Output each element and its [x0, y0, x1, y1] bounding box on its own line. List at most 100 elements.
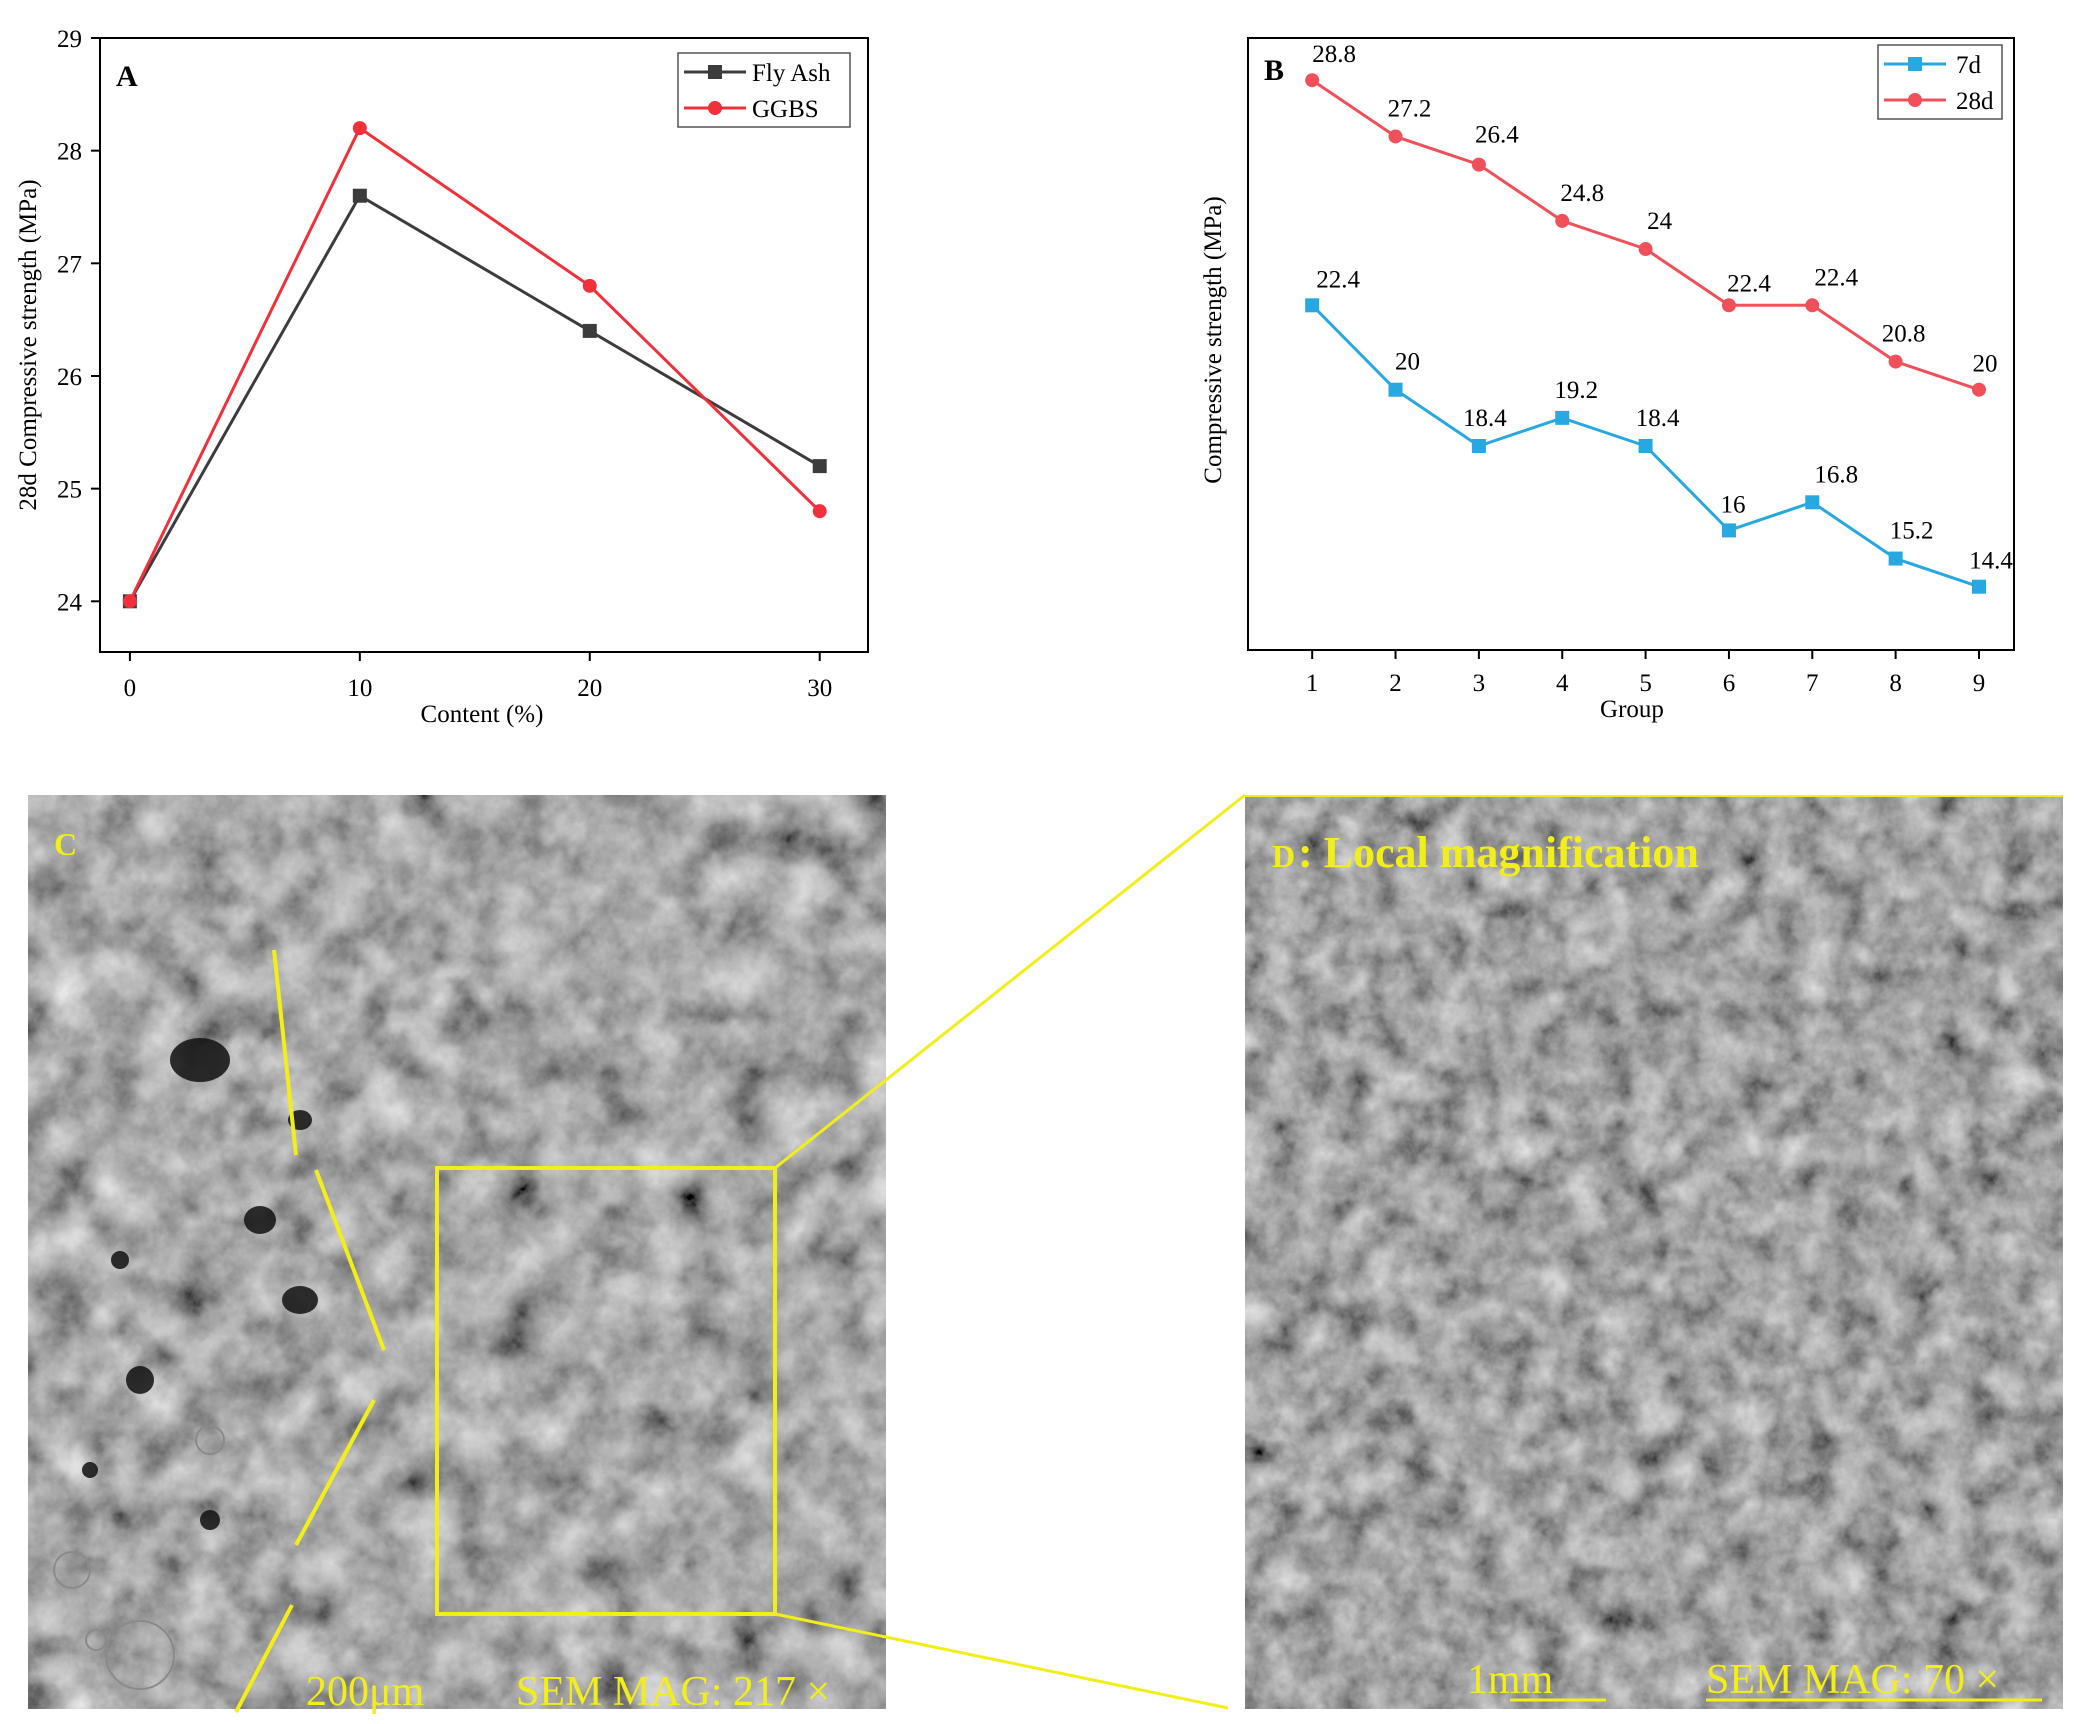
data-label: 26.4	[1475, 122, 1519, 149]
data-point	[1638, 242, 1653, 257]
legend-label: 7d	[1956, 52, 1982, 79]
data-label: 20	[1395, 349, 1420, 376]
data-label: 20	[1972, 351, 1997, 378]
data-label: 16.8	[1814, 461, 1858, 488]
x-axis-label: Group	[1600, 696, 1664, 723]
data-point	[1638, 439, 1653, 453]
data-point	[122, 594, 137, 609]
y-tick-label: 24	[57, 589, 83, 616]
legend-marker	[1908, 93, 1922, 107]
y-tick-label: 29	[57, 26, 82, 53]
series-line-fly-ash	[128, 193, 821, 603]
data-label: 24	[1647, 208, 1673, 235]
legend: Fly Ash GGBS	[677, 52, 851, 128]
x-tick-label: 8	[1889, 670, 1902, 697]
x-tick-label: 0	[124, 675, 137, 702]
data-label: 16	[1720, 491, 1745, 518]
y-axis-label: 28d Compressive strength (MPa)	[15, 179, 42, 510]
data-label: 27.2	[1388, 95, 1432, 122]
data-point	[1305, 298, 1320, 313]
data-label: 22.4	[1727, 270, 1771, 297]
data-point	[582, 323, 597, 338]
data-point	[582, 278, 597, 293]
panel-letter: A	[116, 60, 138, 93]
chart-panel-a: A 0 10 20 30 24 25 26 27 28 29 Fly Ash GGBS Conte…	[15, 26, 869, 728]
x-tick-label: 10	[347, 675, 372, 702]
x-tick-label: 7	[1806, 670, 1819, 697]
x-axis-label: Content (%)	[421, 701, 544, 728]
data-point	[1888, 354, 1903, 369]
data-point	[812, 504, 827, 519]
x-tick-label: 30	[807, 675, 832, 702]
x-tick-label: 1	[1306, 670, 1319, 697]
data-point	[1555, 213, 1570, 228]
sem-image-panel-c: C 200μm SEM MAG: 217 ×	[28, 795, 886, 1715]
y-tick-label: 27	[57, 251, 82, 278]
y-tick-label: 28	[57, 139, 82, 166]
crack-lines	[234, 949, 386, 1713]
pore-outlines	[53, 1425, 225, 1690]
legend-label: GGBS	[752, 96, 819, 123]
data-point	[1805, 495, 1820, 510]
data-point	[812, 459, 827, 474]
zoom-connector-lines	[774, 793, 1246, 1710]
data-point	[1555, 410, 1570, 425]
series-line-ggbs	[128, 125, 821, 602]
y-tick-label: 26	[57, 364, 82, 391]
data-point	[1721, 298, 1736, 313]
legend-label: Fly Ash	[752, 60, 831, 87]
panel-letter: B	[1264, 54, 1284, 87]
data-label: 24.8	[1560, 180, 1604, 207]
legend-box	[677, 52, 851, 128]
data-point	[1888, 551, 1903, 566]
data-label: 15.2	[1890, 518, 1934, 545]
legend-marker	[708, 101, 722, 115]
x-tick-label: 5	[1639, 670, 1652, 697]
data-point	[1721, 523, 1736, 538]
panel-letter: D	[1272, 838, 1295, 874]
data-point	[352, 188, 367, 203]
x-tick-label: 2	[1389, 670, 1402, 697]
scale-bar-label: 200μm	[306, 1669, 425, 1715]
sem-image	[28, 795, 886, 1709]
data-point	[1305, 73, 1320, 88]
sem-image	[1245, 795, 2063, 1709]
x-tick-label: 3	[1473, 670, 1486, 697]
magnification-label: SEM MAG: 217 ×	[516, 1669, 830, 1715]
x-tick-label: 6	[1723, 670, 1736, 697]
chart-panel-b: B 1 2 3 4 5 6 7 8 9 22.4 20 18.4 19.2 18.4 16 16.8 15.2…	[1200, 37, 2015, 723]
magnification-label: SEM MAG: 70 ×	[1706, 1657, 1999, 1703]
data-point	[1388, 129, 1403, 144]
data-label: 22.4	[1814, 264, 1858, 291]
x-tick-label: 9	[1973, 670, 1986, 697]
data-label: 18.4	[1636, 405, 1680, 432]
sem-image-panel-d: D : Local magnification 1mm SEM MAG: 70 …	[1245, 795, 2063, 1709]
data-label: 18.4	[1463, 405, 1507, 432]
series-line-28d	[1311, 78, 1980, 392]
data-point	[352, 121, 367, 136]
legend-marker	[1908, 57, 1922, 71]
legend-marker	[708, 65, 722, 79]
data-point	[1971, 382, 1986, 397]
data-point	[1805, 298, 1820, 313]
data-point	[1388, 382, 1403, 397]
data-label: 19.2	[1554, 377, 1598, 404]
data-label: 20.8	[1882, 321, 1926, 348]
panel-letter: C	[54, 826, 77, 862]
x-tick-label: 4	[1556, 670, 1569, 697]
y-axis-label: Compressive strength (MPa)	[1200, 196, 1227, 483]
data-label: 28.8	[1312, 41, 1356, 68]
legend-label: 28d	[1956, 88, 1994, 115]
plot-frame	[99, 37, 869, 653]
legend: 7d 28d	[1877, 44, 2003, 120]
x-tick-label: 20	[577, 675, 602, 702]
data-point	[1471, 157, 1486, 172]
data-point	[1971, 579, 1986, 594]
pore-cluster	[82, 1038, 318, 1530]
data-label: 14.4	[1969, 548, 2013, 575]
data-label: 22.4	[1316, 266, 1360, 293]
legend-box	[1877, 44, 2003, 120]
panel-title: : Local magnification	[1298, 828, 1699, 877]
data-point	[1471, 439, 1486, 453]
